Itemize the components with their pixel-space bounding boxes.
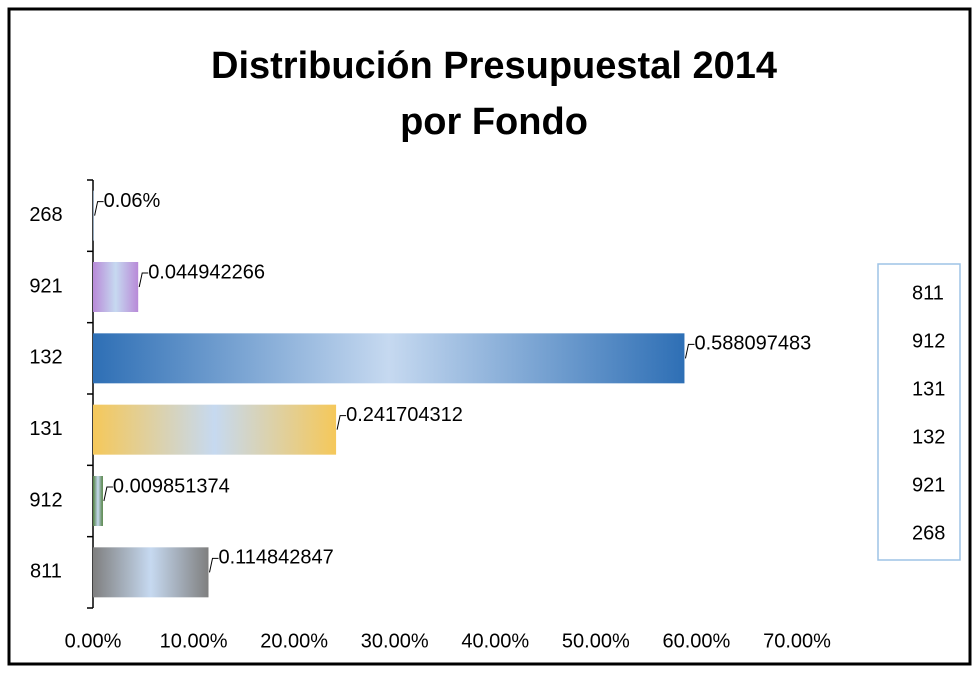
data-label: 0.009851374 (113, 475, 230, 497)
legend-label: 132 (912, 426, 945, 448)
data-label: 0.588097483 (694, 333, 811, 355)
x-tick-label: 0.00% (65, 630, 122, 652)
label-leader (94, 201, 104, 216)
y-tick-label: 132 (29, 347, 62, 369)
bar (93, 547, 209, 598)
chart-title: Distribución Presupuestal 2014 (211, 45, 777, 87)
data-label: 0.241704312 (346, 404, 463, 426)
data-label: 0.114842847 (218, 547, 333, 569)
bar (93, 262, 139, 312)
bar (93, 333, 685, 384)
legend-box (877, 263, 961, 561)
label-leader (209, 557, 219, 573)
data-label: 0.044942266 (148, 261, 265, 283)
legend-label: 811 (912, 282, 944, 304)
x-tick-label: 30.00% (361, 630, 429, 652)
y-tick-label: 921 (29, 275, 62, 297)
y-tick-label: 131 (29, 418, 62, 440)
data-label: 0.06% (104, 190, 161, 212)
x-tick-label: 70.00% (763, 630, 831, 652)
bar (93, 476, 103, 526)
legend-label: 131 (912, 378, 945, 400)
x-tick-label: 60.00% (663, 630, 731, 652)
y-tick-label: 268 (29, 204, 62, 226)
label-leader (138, 272, 149, 288)
bar (93, 190, 94, 241)
chart-title: por Fondo (400, 101, 588, 143)
label-leader (336, 415, 347, 430)
x-tick-label: 10.00% (160, 630, 228, 652)
label-leader (684, 343, 695, 359)
legend-label: 268 (912, 522, 945, 544)
label-leader (103, 486, 113, 502)
x-tick-label: 40.00% (461, 630, 529, 652)
y-tick-label: 811 (30, 561, 62, 583)
y-tick-label: 912 (29, 489, 62, 511)
x-tick-label: 50.00% (562, 630, 630, 652)
x-tick-label: 20.00% (260, 630, 328, 652)
legend-label: 921 (912, 474, 945, 496)
legend-label: 912 (912, 330, 945, 352)
bar (93, 404, 337, 455)
